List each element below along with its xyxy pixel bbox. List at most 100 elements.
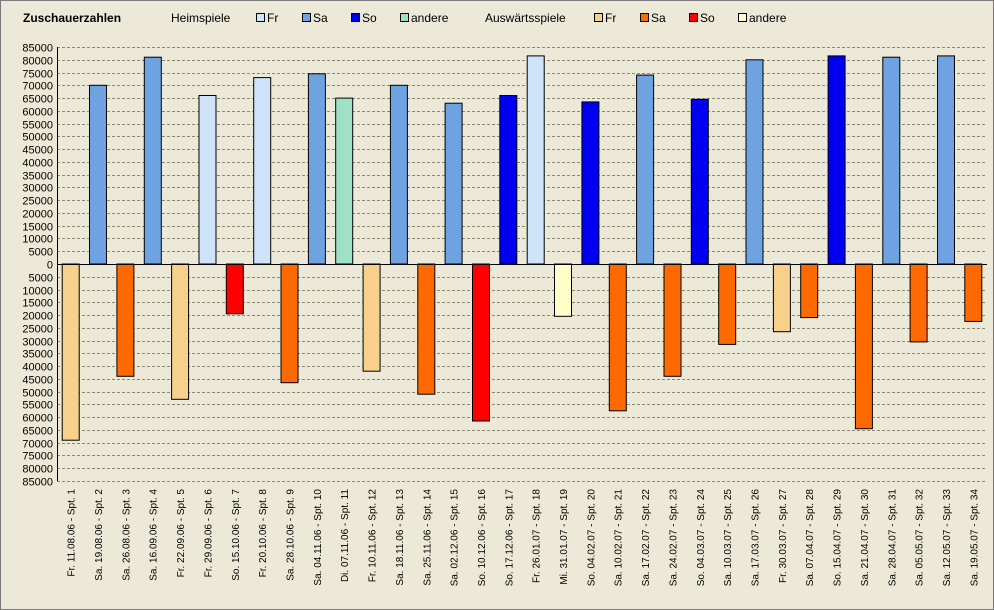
bar	[663, 263, 682, 377]
x-category-label: Sa. 17.03.07 - Spt. 26	[751, 489, 762, 587]
x-category-label: Sa. 12.05.07 - Spt. 33	[942, 489, 953, 587]
legend-label-home-andere: andere	[411, 11, 449, 25]
y-axis-tick-labels: 8500080000750007000065000600005500050000…	[22, 43, 53, 489]
bar	[964, 263, 983, 322]
bar	[718, 263, 737, 345]
x-category-label: Sa. 02.12.06 - Spt. 15	[450, 489, 461, 587]
y-tick-label: 50000	[22, 132, 53, 144]
bar	[499, 95, 518, 265]
bar	[472, 263, 490, 422]
y-tick-label: 75000	[22, 69, 53, 81]
legend-label-away-sa: Sa	[651, 11, 666, 25]
bar	[389, 84, 408, 265]
bar	[937, 55, 955, 265]
bar	[882, 56, 901, 265]
y-tick-label: 20000	[22, 209, 53, 221]
legend-swatch-home-sa	[302, 13, 311, 22]
y-tick-label: 10000	[22, 286, 53, 298]
x-category-label: Fr. 22.09.06 - Spt. 5	[176, 489, 187, 578]
y-tick-label: 50000	[22, 388, 53, 400]
y-tick-label: 40000	[22, 362, 53, 374]
x-category-label: So. 17.12.06 - Spt. 17	[504, 489, 515, 587]
y-tick-label: 35000	[22, 349, 53, 361]
legend-swatch-away-fr	[594, 13, 603, 22]
x-category-label: Sa. 07.04.07 - Spt. 28	[805, 489, 816, 587]
bar	[417, 263, 436, 395]
bars	[61, 55, 983, 441]
bar	[362, 263, 381, 372]
x-category-label: Fr. 11.08.06 - Spt. 1	[67, 489, 78, 577]
bar	[116, 263, 135, 377]
home-games-label: Heimspiele	[171, 11, 231, 25]
bar	[171, 263, 190, 400]
y-tick-label: 30000	[22, 337, 53, 349]
bar	[89, 84, 107, 265]
x-category-label: Fr. 30.03.07 - Spt. 27	[778, 489, 789, 583]
x-category-label: Fr. 10.11.06 - Spt. 12	[368, 489, 379, 583]
x-category-label: Sa. 17.02.07 - Spt. 22	[641, 489, 652, 587]
bar	[554, 263, 572, 317]
bar	[307, 73, 326, 265]
y-tick-label: 80000	[22, 56, 53, 68]
bar	[827, 55, 846, 265]
x-category-label: Sa. 05.05.07 - Spt. 32	[915, 489, 926, 587]
x-category-label: Sa. 04.11.06 - Spt. 10	[313, 489, 324, 586]
y-tick-label: 40000	[22, 158, 53, 170]
x-category-label: So. 04.03.07 - Spt. 24	[696, 489, 707, 587]
axes	[57, 47, 987, 481]
bar	[690, 98, 709, 265]
bar	[636, 74, 655, 265]
away-games-label: Auswärtsspiele	[485, 11, 566, 25]
y-tick-label: 15000	[22, 222, 53, 234]
x-category-label: Sa. 25.11.06 - Spt. 14	[422, 489, 433, 586]
x-category-label: Sa. 19.05.07 - Spt. 34	[969, 489, 980, 587]
y-tick-label: 55000	[22, 400, 53, 412]
bar	[745, 59, 764, 265]
x-axis-category-labels: Fr. 11.08.06 - Spt. 1 Sa. 19.08.06 - Spt.…	[67, 489, 981, 587]
bar	[225, 263, 244, 315]
legend-label-home-fr: Fr	[267, 11, 279, 25]
legend-label-home-sa: Sa	[313, 11, 328, 25]
bar	[143, 56, 162, 265]
x-category-label: Sa. 19.08.06 - Spt. 2	[94, 489, 105, 581]
bar	[335, 97, 354, 265]
y-tick-label: 5000	[29, 273, 53, 285]
y-tick-label: 30000	[22, 183, 53, 195]
x-category-label: Sa. 24.02.07 - Spt. 23	[668, 489, 679, 587]
y-tick-label: 65000	[22, 94, 53, 106]
y-tick-label: 80000	[22, 464, 53, 476]
y-tick-label: 70000	[22, 81, 53, 93]
x-category-label: Sa. 10.03.07 - Spt. 25	[723, 489, 734, 587]
bar	[198, 95, 217, 265]
bar	[854, 263, 873, 430]
legend-swatch-home-so	[351, 13, 360, 22]
y-tick-label: 70000	[22, 439, 53, 451]
bar	[909, 263, 928, 343]
y-tick-label: 10000	[22, 234, 53, 246]
bar	[253, 77, 272, 265]
legend-swatch-home-fr	[256, 13, 265, 22]
y-tick-label: 45000	[22, 145, 53, 157]
y-tick-label: 60000	[22, 107, 53, 119]
y-tick-label: 0	[47, 260, 53, 272]
bar	[280, 263, 299, 384]
legend-swatch-away-so	[689, 13, 698, 22]
chart-header: Zuschauerzahlen Heimspiele Fr Sa So ande…	[1, 1, 993, 37]
legend-label-away-so: So	[700, 11, 715, 25]
bar	[581, 101, 600, 265]
x-category-label: So. 15.10.06 - Spt. 7	[231, 489, 242, 581]
y-tick-label: 45000	[22, 375, 53, 387]
y-tick-label: 85000	[22, 43, 53, 55]
bar	[61, 263, 80, 441]
bar	[772, 263, 791, 333]
x-category-label: Mi. 31.01.07 - Spt. 19	[559, 489, 570, 585]
legend-swatch-home-andere	[400, 13, 409, 22]
y-tick-label: 85000	[22, 477, 53, 489]
y-tick-label: 5000	[29, 247, 53, 259]
bar	[608, 263, 627, 412]
y-tick-label: 65000	[22, 426, 53, 438]
x-category-label: Sa. 21.04.07 - Spt. 30	[860, 489, 871, 587]
x-category-label: Fr. 26.01.07 - Spt. 18	[532, 489, 543, 583]
